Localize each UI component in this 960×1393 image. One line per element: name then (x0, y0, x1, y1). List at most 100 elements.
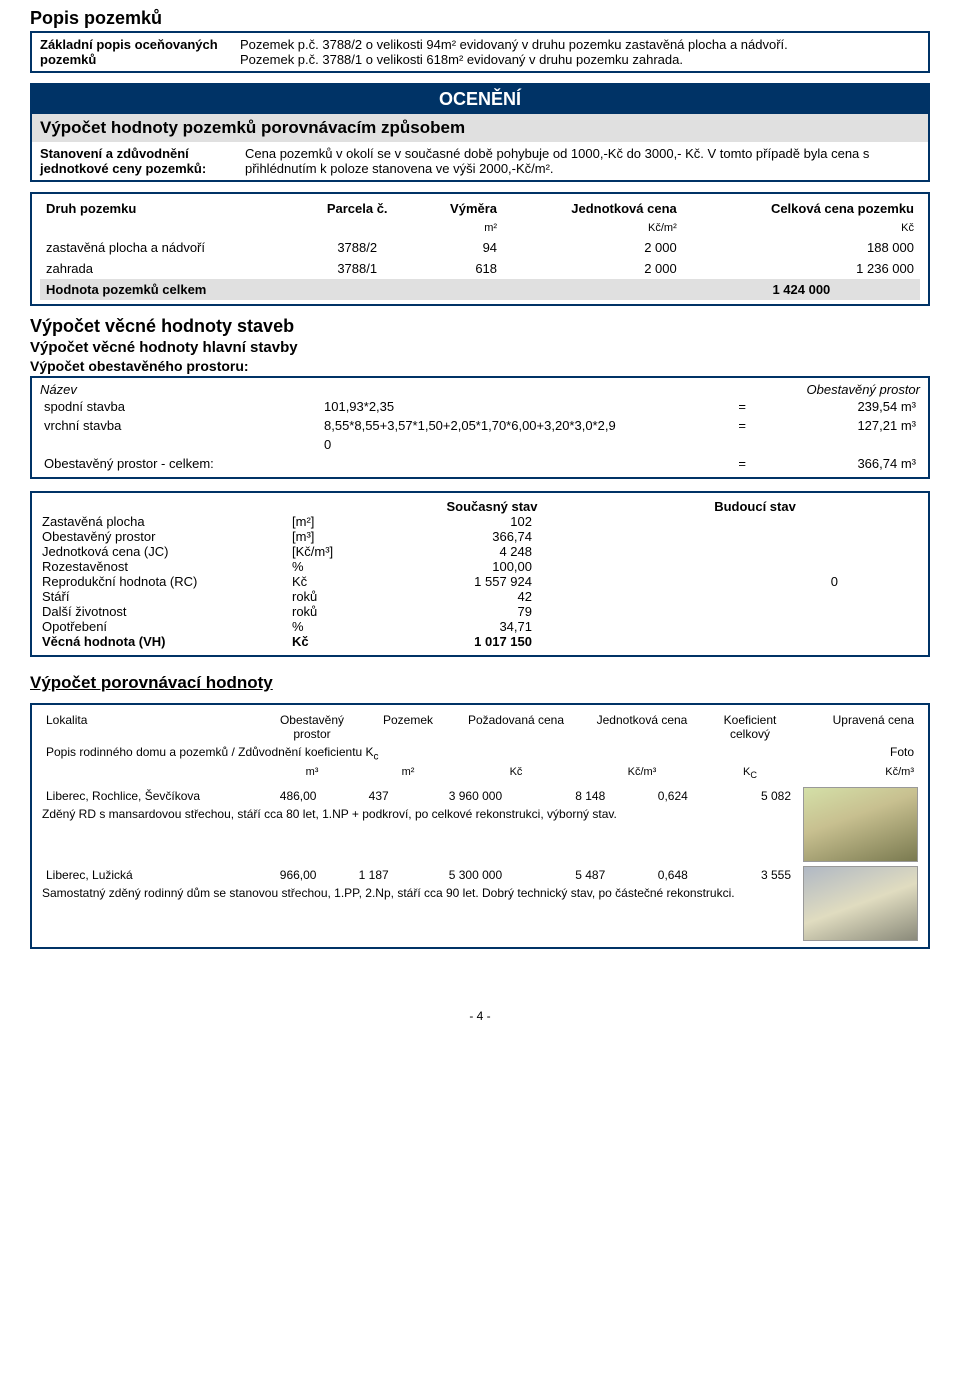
state-val: 34,71 (392, 619, 592, 634)
state-row: Další životnostroků79 (42, 604, 918, 619)
comp-u2: m² (366, 764, 450, 782)
land-table: Druh pozemku Parcela č. Výměra Jednotkov… (40, 198, 920, 300)
justif-text: Cena pozemků v okolí se v současné době … (245, 146, 920, 176)
state-val: 42 (392, 589, 592, 604)
popis-box: Základní popis oceňovaných pozemků Pozem… (30, 31, 930, 73)
comp-desc: Zděný RD s mansardovou střechou, stáří c… (42, 805, 795, 835)
state-label: Opotřebení (42, 619, 292, 634)
state-unit: [Kč/m³] (292, 544, 392, 559)
state-row: Jednotková cena (JC)[Kč/m³]4 248 (42, 544, 918, 559)
comp-sub-unit-row: m³ m² Kč Kč/m³ KC Kč/m³ (42, 764, 918, 782)
vecna-h3: Výpočet obestavěného prostoru: (30, 358, 930, 374)
state-row: Zastavěná plocha[m²]102 (42, 514, 918, 529)
state-row: Rozestavěnost%100,00 (42, 559, 918, 574)
section-title-popis: Popis pozemků (30, 8, 930, 29)
comp-op: 966,00 (228, 866, 321, 884)
vol-row: 0 (40, 435, 920, 454)
comp-h2: Pozemek (366, 711, 450, 743)
comp-poz: 1 187 (320, 866, 392, 884)
state-unit: [m³] (292, 529, 392, 544)
vol-eq: = (720, 416, 750, 435)
land-u2: m² (413, 219, 503, 237)
state-future (592, 619, 918, 634)
popis-label: Základní popis oceňovaných pozemků (40, 37, 240, 67)
comp-u1: m³ (258, 764, 366, 782)
comp-h3: Požadovaná cena (450, 711, 582, 743)
justif-label: Stanovení a zdůvodnění jednotkové ceny p… (40, 146, 245, 176)
comp-h5: Koeficient celkový (702, 711, 798, 743)
state-unit: roků (292, 604, 392, 619)
volume-box: Název Obestavěný prostor spodní stavba 1… (30, 376, 930, 479)
state-head-future: Budoucí stav (592, 499, 918, 514)
comp-box: Lokalita Obestavěný prostor Pozemek Poža… (30, 703, 930, 949)
comp-upr: 5 082 (692, 787, 795, 805)
land-h0: Druh pozemku (40, 198, 302, 219)
land-cell: 2 000 (503, 237, 683, 258)
comp-h0: Lokalita (42, 711, 258, 743)
comp-foto-head: Foto (798, 743, 918, 764)
vol-table: spodní stavba 101,93*2,35 = 239,54 m³ vr… (40, 397, 920, 473)
state-val: 100,00 (392, 559, 592, 574)
comp-jc: 8 148 (506, 787, 609, 805)
state-row: Reprodukční hodnota (RC)Kč1 557 9240 (42, 574, 918, 589)
vol-name: spodní stavba (40, 397, 320, 416)
popis-value: Pozemek p.č. 3788/2 o velikosti 94m² evi… (240, 37, 920, 67)
land-cell: zahrada (40, 258, 302, 279)
state-future (592, 604, 918, 619)
land-cell: 2 000 (503, 258, 683, 279)
vecna-h1: Výpočet věcné hodnoty staveb (30, 316, 930, 337)
comp-h1: Obestavěný prostor (258, 711, 366, 743)
comp-lok: Liberec, Lužická (42, 866, 228, 884)
comp-u6: Kč/m³ (798, 764, 918, 782)
vecna-h2: Výpočet věcné hodnoty hlavní stavby (30, 339, 930, 356)
land-unit-row: m² Kč/m² Kč (40, 219, 920, 237)
state-final-unit: Kč (292, 634, 392, 649)
comp-req: 5 300 000 (393, 866, 506, 884)
vol-name-head: Název (40, 382, 807, 397)
state-row: Stáříroků42 (42, 589, 918, 604)
comp-k: 0,624 (609, 787, 692, 805)
comp-table: Lokalita Obestavěný prostor Pozemek Poža… (42, 711, 918, 783)
oceneni-banner: OCENĚNÍ (32, 85, 928, 114)
state-label: Stáří (42, 589, 292, 604)
state-future (592, 529, 918, 544)
state-future (592, 559, 918, 574)
comp-u3: Kč (450, 764, 582, 782)
land-h2: Výměra (413, 198, 503, 219)
land-total-value: 1 424 000 (683, 279, 920, 300)
state-label: Reprodukční hodnota (RC) (42, 574, 292, 589)
vol-op-head: Obestavěný prostor (807, 382, 920, 397)
state-final-row: Věcná hodnota (VH) Kč 1 017 150 (42, 634, 918, 649)
comp-upr: 3 555 (692, 866, 795, 884)
state-val: 79 (392, 604, 592, 619)
state-label: Jednotková cena (JC) (42, 544, 292, 559)
state-unit: Kč (292, 574, 392, 589)
state-future: 0 (592, 574, 918, 589)
state-label: Zastavěná plocha (42, 514, 292, 529)
calc-title: Výpočet hodnoty pozemků porovnávacím způ… (32, 114, 928, 142)
vol-row: spodní stavba 101,93*2,35 = 239,54 m³ (40, 397, 920, 416)
land-header-row: Druh pozemku Parcela č. Výměra Jednotkov… (40, 198, 920, 219)
land-row: zastavěná plocha a nádvoří 3788/2 94 2 0… (40, 237, 920, 258)
state-unit: [m²] (292, 514, 392, 529)
state-header: Současný stav Budoucí stav (42, 499, 918, 514)
state-label: Obestavěný prostor (42, 529, 292, 544)
land-cell: 188 000 (683, 237, 920, 258)
state-unit: roků (292, 589, 392, 604)
porov-title: Výpočet porovnávací hodnoty (30, 673, 930, 693)
comp-lok: Liberec, Rochlice, Ševčíkova (42, 787, 228, 805)
land-u4: Kč (683, 219, 920, 237)
state-label: Rozestavěnost (42, 559, 292, 574)
page-number: - 4 - (30, 1009, 930, 1023)
vol-total-val: 366,74 m³ (750, 454, 920, 473)
vol-row: vrchní stavba 8,55*8,55+3,57*1,50+2,05*1… (40, 416, 920, 435)
comp-h6: Upravená cena (798, 711, 918, 743)
land-cell: 3788/2 (302, 237, 413, 258)
land-row: zahrada 3788/1 618 2 000 1 236 000 (40, 258, 920, 279)
comp-photo (803, 787, 918, 862)
land-cell: 618 (413, 258, 503, 279)
state-final-val: 1 017 150 (392, 634, 592, 649)
popis-line1: Pozemek p.č. 3788/2 o velikosti 94m² evi… (240, 37, 920, 52)
comp-item: Liberec, Lužická966,001 1875 300 0005 48… (42, 866, 918, 941)
state-row: Obestavěný prostor[m³]366,74 (42, 529, 918, 544)
